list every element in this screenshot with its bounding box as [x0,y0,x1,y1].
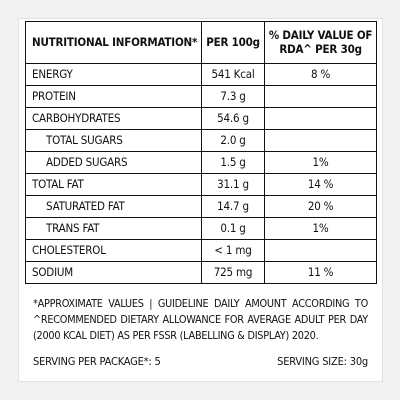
table-row: TOTAL SUGARS 2.0 g [25,129,377,152]
table-row: CARBOHYDRATES 54.6 g [25,107,377,130]
serving-size: SERVING SIZE: 30g [277,355,368,368]
nutrient-daily-value [264,239,377,262]
serving-info: SERVING PER PACKAGE*: 5 SERVING SIZE: 30… [33,355,368,368]
nutrient-name: CARBOHYDRATES [25,107,203,130]
nutrient-value-per-100g: 14.7 g [201,195,265,218]
nutrient-value-per-100g: 541 Kcal [201,63,265,86]
nutrient-name: TOTAL FAT [25,173,203,196]
table-row: ENERGY 541 Kcal 8 % [25,63,377,86]
table-row: SODIUM 725 mg 11 % [25,261,377,284]
table-row: ADDED SUGARS 1.5 g 1% [25,151,377,174]
nutrient-value-per-100g: < 1 mg [201,239,265,262]
table-row: CHOLESTEROL < 1 mg [25,239,377,262]
table-row: PROTEIN 7.3 g [25,85,377,108]
nutrient-daily-value: 8 % [264,63,377,86]
nutrient-daily-value: 11 % [307,264,334,279]
nutrient-name: SODIUM [25,261,203,284]
header-dv-line2: RDA^ PER 30g [279,41,362,56]
nutrient-name: SATURATED FAT [25,195,203,218]
header-dv-line1: % DAILY VALUE OF [268,27,373,42]
nutrient-daily-value [264,129,377,152]
table-row: TOTAL FAT 31.1 g 14 % [25,173,377,196]
nutrient-name: PROTEIN [25,85,203,108]
nutrient-name: TOTAL SUGARS [25,129,203,152]
nutrient-name: CHOLESTEROL [25,239,203,262]
nutrition-rows: ENERGY 541 Kcal 8 % PROTEIN 7.3 g CARBOHYDRAT… [25,63,377,284]
nutrient-value-per-100g: 54.6 g [201,107,265,130]
table-row: TRANS FAT 0.1 g 1% [25,217,377,240]
footnote: *APPROXIMATE VALUES | GUIDELINE DAILY AM… [33,297,368,342]
nutrient-value-per-100g: 1.5 g [201,151,265,174]
nutrient-daily-value: 14 % [264,173,377,196]
header-daily-value: % DAILY VALUE OF RDA^ PER 30g [264,21,377,64]
serving-per-package: SERVING PER PACKAGE*: 5 [33,355,161,368]
nutrient-daily-value: 20 % [264,195,377,218]
nutrient-value-per-100g: 725 mg [201,261,265,284]
nutrient-name: TRANS FAT [25,217,203,240]
nutrition-table: NUTRITIONAL INFORMATION* PER 100g % DAIL… [25,21,378,284]
nutrient-daily-value: 1% [264,151,377,174]
nutrient-daily-value [264,85,377,108]
table-row: SATURATED FAT 14.7 g 20 % [25,195,377,218]
nutrient-value-per-100g: 7.3 g [201,85,265,108]
nutrient-value-per-100g: 2.0 g [201,129,265,152]
nutrient-daily-value: 1% [264,217,377,240]
header-nutritional-information: NUTRITIONAL INFORMATION* [25,21,203,64]
nutrient-value-per-100g: 0.1 g [201,217,265,240]
nutrient-daily-value [264,107,377,130]
nutrient-value-per-100g: 31.1 g [201,173,265,196]
nutrient-name: ENERGY [25,63,203,86]
header-per-100g: PER 100g [201,21,265,64]
nutrient-name: ADDED SUGARS [25,151,203,174]
table-header-row: NUTRITIONAL INFORMATION* PER 100g % DAIL… [25,21,377,64]
